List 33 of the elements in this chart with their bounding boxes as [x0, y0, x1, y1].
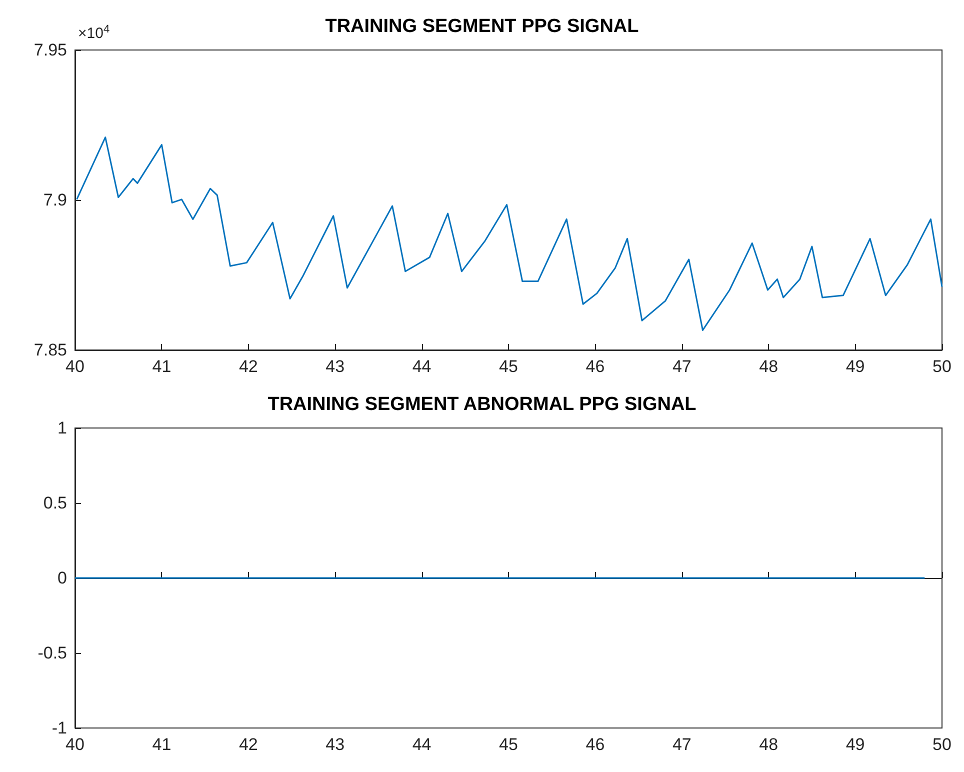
y-tick-label: 0.5: [43, 494, 67, 512]
x-tick-label: 44: [412, 357, 432, 376]
x-tick-label: 40: [66, 357, 84, 376]
x-tick-label: 46: [586, 735, 605, 754]
x-tick-label: 49: [846, 735, 865, 754]
y-tick-label: -1: [52, 718, 67, 738]
x-tick-label: 48: [759, 735, 778, 754]
x-tick-label: 45: [499, 735, 518, 754]
x-tick-label: 40: [66, 735, 84, 754]
x-tick-label: 47: [672, 357, 692, 376]
x-tick-label: 42: [238, 735, 258, 754]
x-tick-label: 43: [326, 735, 345, 754]
y-tick-label: 1: [58, 418, 67, 438]
x-tick-label: 42: [238, 357, 258, 376]
x-tick-label: 44: [412, 735, 432, 754]
chart-title: TRAINING SEGMENT PPG SIGNAL: [325, 16, 640, 37]
y-tick-label: 7.9: [43, 190, 67, 210]
x-tick-label: 49: [846, 357, 865, 376]
line-series: [76, 136, 943, 331]
x-tick-label: 41: [152, 735, 172, 754]
x-tick-label: 46: [586, 357, 605, 376]
x-tick-label: 50: [932, 357, 952, 376]
y-tick-label: 7.85: [34, 340, 67, 360]
y-tick-label: -0.5: [38, 644, 67, 662]
x-tick-label: 50: [932, 735, 952, 754]
y-tick-label: 0: [58, 568, 67, 588]
x-tick-label: 48: [759, 357, 778, 376]
chart-title: TRAINING SEGMENT ABNORMAL PPG SIGNAL: [268, 394, 697, 415]
x-tick-label: 45: [499, 357, 518, 376]
x-tick-label: 41: [152, 357, 172, 376]
x-tick-label: 47: [672, 735, 692, 754]
x-tick-label: 43: [326, 357, 345, 376]
y-tick-label: 7.95: [34, 40, 67, 60]
